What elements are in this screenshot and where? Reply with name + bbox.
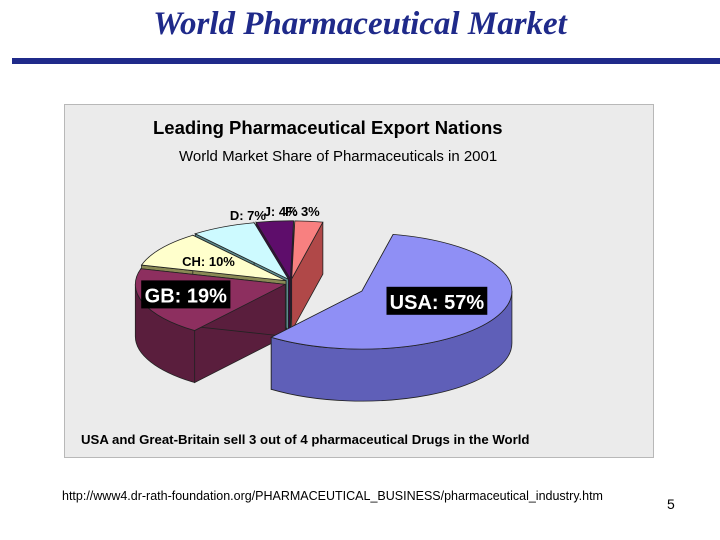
chart-frame: Leading Pharmaceutical Export Nations Wo… (64, 104, 654, 458)
slice-label-box-gb (141, 280, 231, 309)
source-url[interactable]: http://www4.dr-rath-foundation.org/PHARM… (62, 489, 603, 503)
chart-subtitle: World Market Share of Pharmaceuticals in… (179, 148, 497, 165)
slice-label-box-usa (386, 286, 488, 315)
slice-label-d: D: 7% (230, 208, 267, 223)
slice-j (255, 220, 294, 281)
slice-label-ch: CH: 10% (182, 254, 235, 269)
slice-label-f: F: 3% (285, 204, 320, 219)
slide-title: World Pharmaceutical Market (153, 6, 567, 42)
slice-f (291, 220, 324, 280)
pie-chart: Leading Pharmaceutical Export Nations Wo… (81, 117, 529, 447)
chart-title: Leading Pharmaceutical Export Nations (153, 117, 503, 138)
chart-caption: USA and Great-Britain sell 3 out of 4 ph… (81, 432, 529, 447)
slice-label-j: J: 4% (264, 204, 298, 219)
slice-label-gb: GB: 19% (145, 285, 227, 307)
label-layer: USA: 57% GB: 19% CH: 10% D: 7%J: 4%F: 3% (141, 204, 488, 315)
slice-label-usa: USA: 57% (390, 292, 485, 314)
title-rule (12, 58, 720, 64)
slice-d (194, 222, 290, 281)
slide-number: 5 (667, 496, 675, 512)
slice-ch (140, 234, 287, 282)
